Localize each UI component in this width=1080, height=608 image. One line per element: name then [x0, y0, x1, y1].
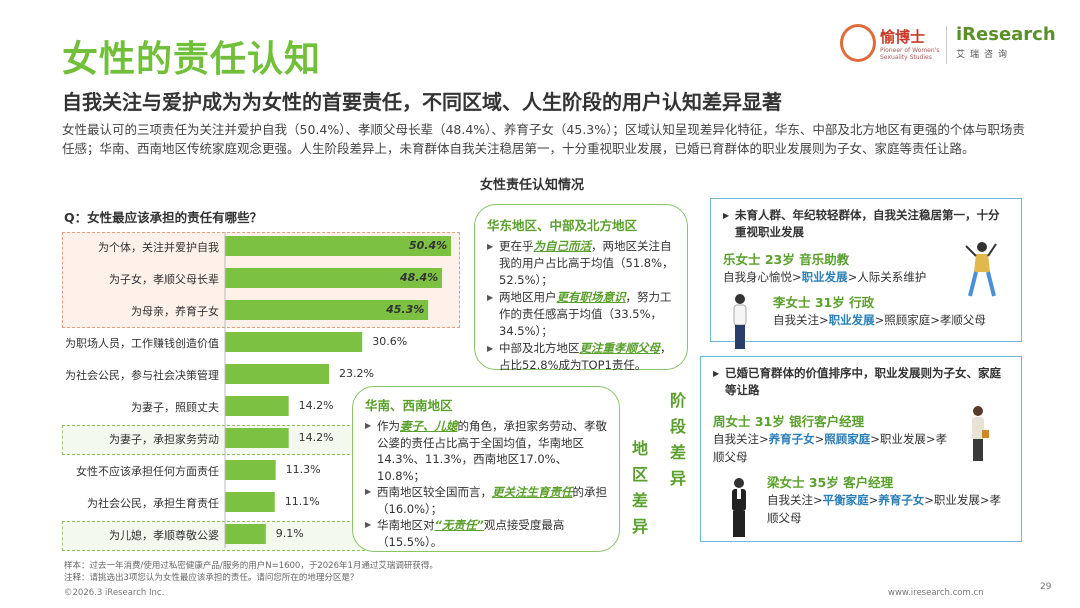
- bar-category-label-6: 为妻子，承担家务劳动: [109, 433, 219, 446]
- bar-value-label-9: 9.1%: [275, 527, 304, 540]
- bar-category-label-2: 为母亲，养育子女: [131, 305, 219, 318]
- region-east-bullet-1: 两地区用户更有职场意识，努力工作的责任感高于均值（33.5%，34.5%）；: [487, 289, 677, 340]
- bar-6: [225, 428, 289, 448]
- woman-with-bag-figure-icon: [972, 406, 989, 461]
- bar-value-label-4: 23.2%: [339, 367, 374, 380]
- persona-liang-name: 梁女士 35岁 客户经理: [767, 475, 894, 490]
- woman-standing-figure-icon: [733, 294, 747, 349]
- bar-category-label-8: 为社会公民，承担生育责任: [87, 497, 219, 510]
- region-east-bullet-0: 更在乎为自己而活，两地区关注自我的用户占比高于均值（51.8%，52.5%）；: [487, 238, 677, 289]
- bar-value-label-0: 50.4%: [409, 239, 448, 252]
- footer-sample: 样本：过去一年消费/使用过私密健康产品/服务的用户N=1600，于2026年1月…: [64, 561, 438, 571]
- bar-value-label-6: 14.2%: [298, 431, 334, 444]
- bar-category-label-9: 为儿媳，孝顺尊敬公婆: [109, 529, 219, 542]
- iresearch-logo-cn: 艾瑞咨询: [956, 50, 1013, 60]
- persona-zhou-path: 自我关注>养育子女>照顾家庭>职业发展>孝顺父母: [713, 432, 948, 464]
- persona-le-path: 自我身心愉悦>职业发展>人际关系维护: [723, 270, 927, 284]
- stage-married-box: ▶ 已婚已育群体的价值排序中，职业发展则为子女、家庭等让路 周女士 31岁 银行…: [700, 356, 1022, 542]
- page-title: 女性的责任认知: [62, 39, 322, 80]
- region-south-bullet-0: 作为妻子、儿媳的角色，承担家务劳动、孝敬公婆的责任占比高于全国均值，华南地区14…: [365, 418, 609, 484]
- stage-difference-label: 阶段差异: [669, 391, 686, 488]
- woman-dancing-figure-icon: [965, 242, 997, 297]
- stage-married-head-text: 已婚已育群体的价值排序中，职业发展则为子女、家庭等让路: [725, 366, 1001, 397]
- chart-title: 女性责任认知情况: [480, 178, 585, 193]
- region-east-bullets: 更在乎为自己而活，两地区关注自我的用户占比高于均值（51.8%，52.5%）；两…: [487, 238, 677, 374]
- summary-paragraph: 女性最认可的三项责任为关注并爱护自我（50.4%）、孝顺父母长辈（48.4%）、…: [62, 122, 1025, 156]
- bar-8: [225, 492, 275, 512]
- yubo-logo: 愉博士 Pioneer of Women's Sexuality Studies: [840, 20, 940, 70]
- bar-9: [225, 524, 266, 544]
- region-south-bullet-2: 华南地区对“无责任”观点接受度最高（15.5%）。: [365, 517, 609, 550]
- chart-question: Q：女性最应该承担的责任有哪些？: [64, 210, 263, 225]
- bar-value-label-8: 11.1%: [284, 495, 320, 508]
- yubo-logo-tagline: Pioneer of Women's Sexuality Studies: [880, 47, 940, 61]
- woman-business-figure-icon: [732, 478, 746, 537]
- region-south-bullets: 作为妻子、儿媳的角色，承担家务劳动、孝敬公婆的责任占比高于全国均值，华南地区14…: [365, 418, 609, 550]
- persona-li-path: 自我关注>职业发展>照顾家庭>孝顺父母: [773, 313, 986, 327]
- bar-category-label-5: 为妻子，照顾丈夫: [131, 401, 219, 414]
- footer-note: 注释：请挑选出3项您认为女性最应该承担的责任。请问您所在的地理分区是？: [64, 573, 359, 583]
- bar-value-label-5: 14.2%: [298, 399, 334, 412]
- stage-unmarried-head-text: 未育人群、年纪较轻群体，自我关注稳居第一，十分重视职业发展: [735, 208, 1000, 239]
- bar-value-label-7: 11.3%: [285, 463, 321, 476]
- region-south-bullet-1: 西南地区较全国而言，更关注生育责任的承担（16.0%）；: [365, 484, 609, 517]
- logo-divider: [946, 26, 947, 64]
- bar-value-label-2: 45.3%: [386, 303, 425, 316]
- region-east-bubble: 华东地区、中部及北方地区 更在乎为自己而活，两地区关注自我的用户占比高于均值（5…: [474, 204, 688, 372]
- region-south-title: 华南、西南地区: [365, 398, 453, 413]
- page-number: 29: [1040, 582, 1052, 592]
- persona-le-name: 乐女士 23岁 音乐助教: [723, 252, 850, 267]
- persona-zhou-name: 周女士 31岁 银行客户经理: [713, 414, 865, 429]
- bar-3: [225, 332, 363, 352]
- bar-category-label-3: 为职场人员，工作赚钱创造价值: [65, 337, 219, 350]
- region-difference-label: 地区差异: [631, 439, 648, 536]
- bar-category-label-1: 为子女，孝顺父母长辈: [109, 273, 219, 286]
- bar-1: [225, 268, 443, 288]
- bar-0: [225, 236, 451, 256]
- bar-category-label-4: 为社会公民，参与社会决策管理: [65, 369, 219, 382]
- page-subtitle: 自我关注与爱护成为为女性的首要责任，不同区域、人生阶段的用户认知差异显著: [62, 90, 782, 114]
- persona-li-name: 李女士 31岁 行政: [773, 295, 875, 310]
- region-east-bullet-2: 中部及北方地区更注重孝顺父母，占比52.8%成为TOP1责任。: [487, 340, 677, 374]
- iresearch-logo-name: iResearch: [956, 24, 1056, 45]
- bar-5: [225, 396, 289, 416]
- bar-value-label-3: 30.6%: [372, 335, 408, 348]
- iresearch-logo: iResearch 艾瑞咨询: [956, 24, 1056, 60]
- bar-2: [225, 300, 429, 320]
- region-south-bubble: 华南、西南地区 作为妻子、儿媳的角色，承担家务劳动、孝敬公婆的责任占比高于全国均…: [352, 386, 620, 552]
- logo-area: 愉博士 Pioneer of Women's Sexuality Studies…: [840, 20, 1056, 70]
- footer-notes: 样本：过去一年消费/使用过私密健康产品/服务的用户N=1600，于2026年1月…: [64, 560, 438, 584]
- stage-unmarried-head: ▶ 未育人群、年纪较轻群体，自我关注稳居第一，十分重视职业发展: [723, 208, 1000, 239]
- bar-7: [225, 460, 276, 480]
- persona-liang-path: 自我关注>平衡家庭>养育子女>职业发展>孝顺父母: [767, 493, 1002, 525]
- yubo-logo-mark-icon: [840, 24, 876, 62]
- copyright: ©2026.3 iResearch Inc.: [64, 588, 165, 598]
- stage-unmarried-box: ▶ 未育人群、年纪较轻群体，自我关注稳居第一，十分重视职业发展 乐女士 23岁 …: [710, 198, 1022, 342]
- region-east-title: 华东地区、中部及北方地区: [487, 218, 638, 233]
- website: www.iresearch.com.cn: [888, 588, 984, 598]
- stage-married-head: ▶ 已婚已育群体的价值排序中，职业发展则为子女、家庭等让路: [713, 366, 1001, 397]
- yubo-logo-name: 愉博士: [880, 28, 926, 46]
- bar-category-label-7: 女性不应该承担任何方面责任: [76, 465, 219, 478]
- bar-value-label-1: 48.4%: [400, 271, 439, 284]
- bar-4: [225, 364, 330, 384]
- bar-category-label-0: 为个体，关注并爱护自我: [98, 241, 219, 254]
